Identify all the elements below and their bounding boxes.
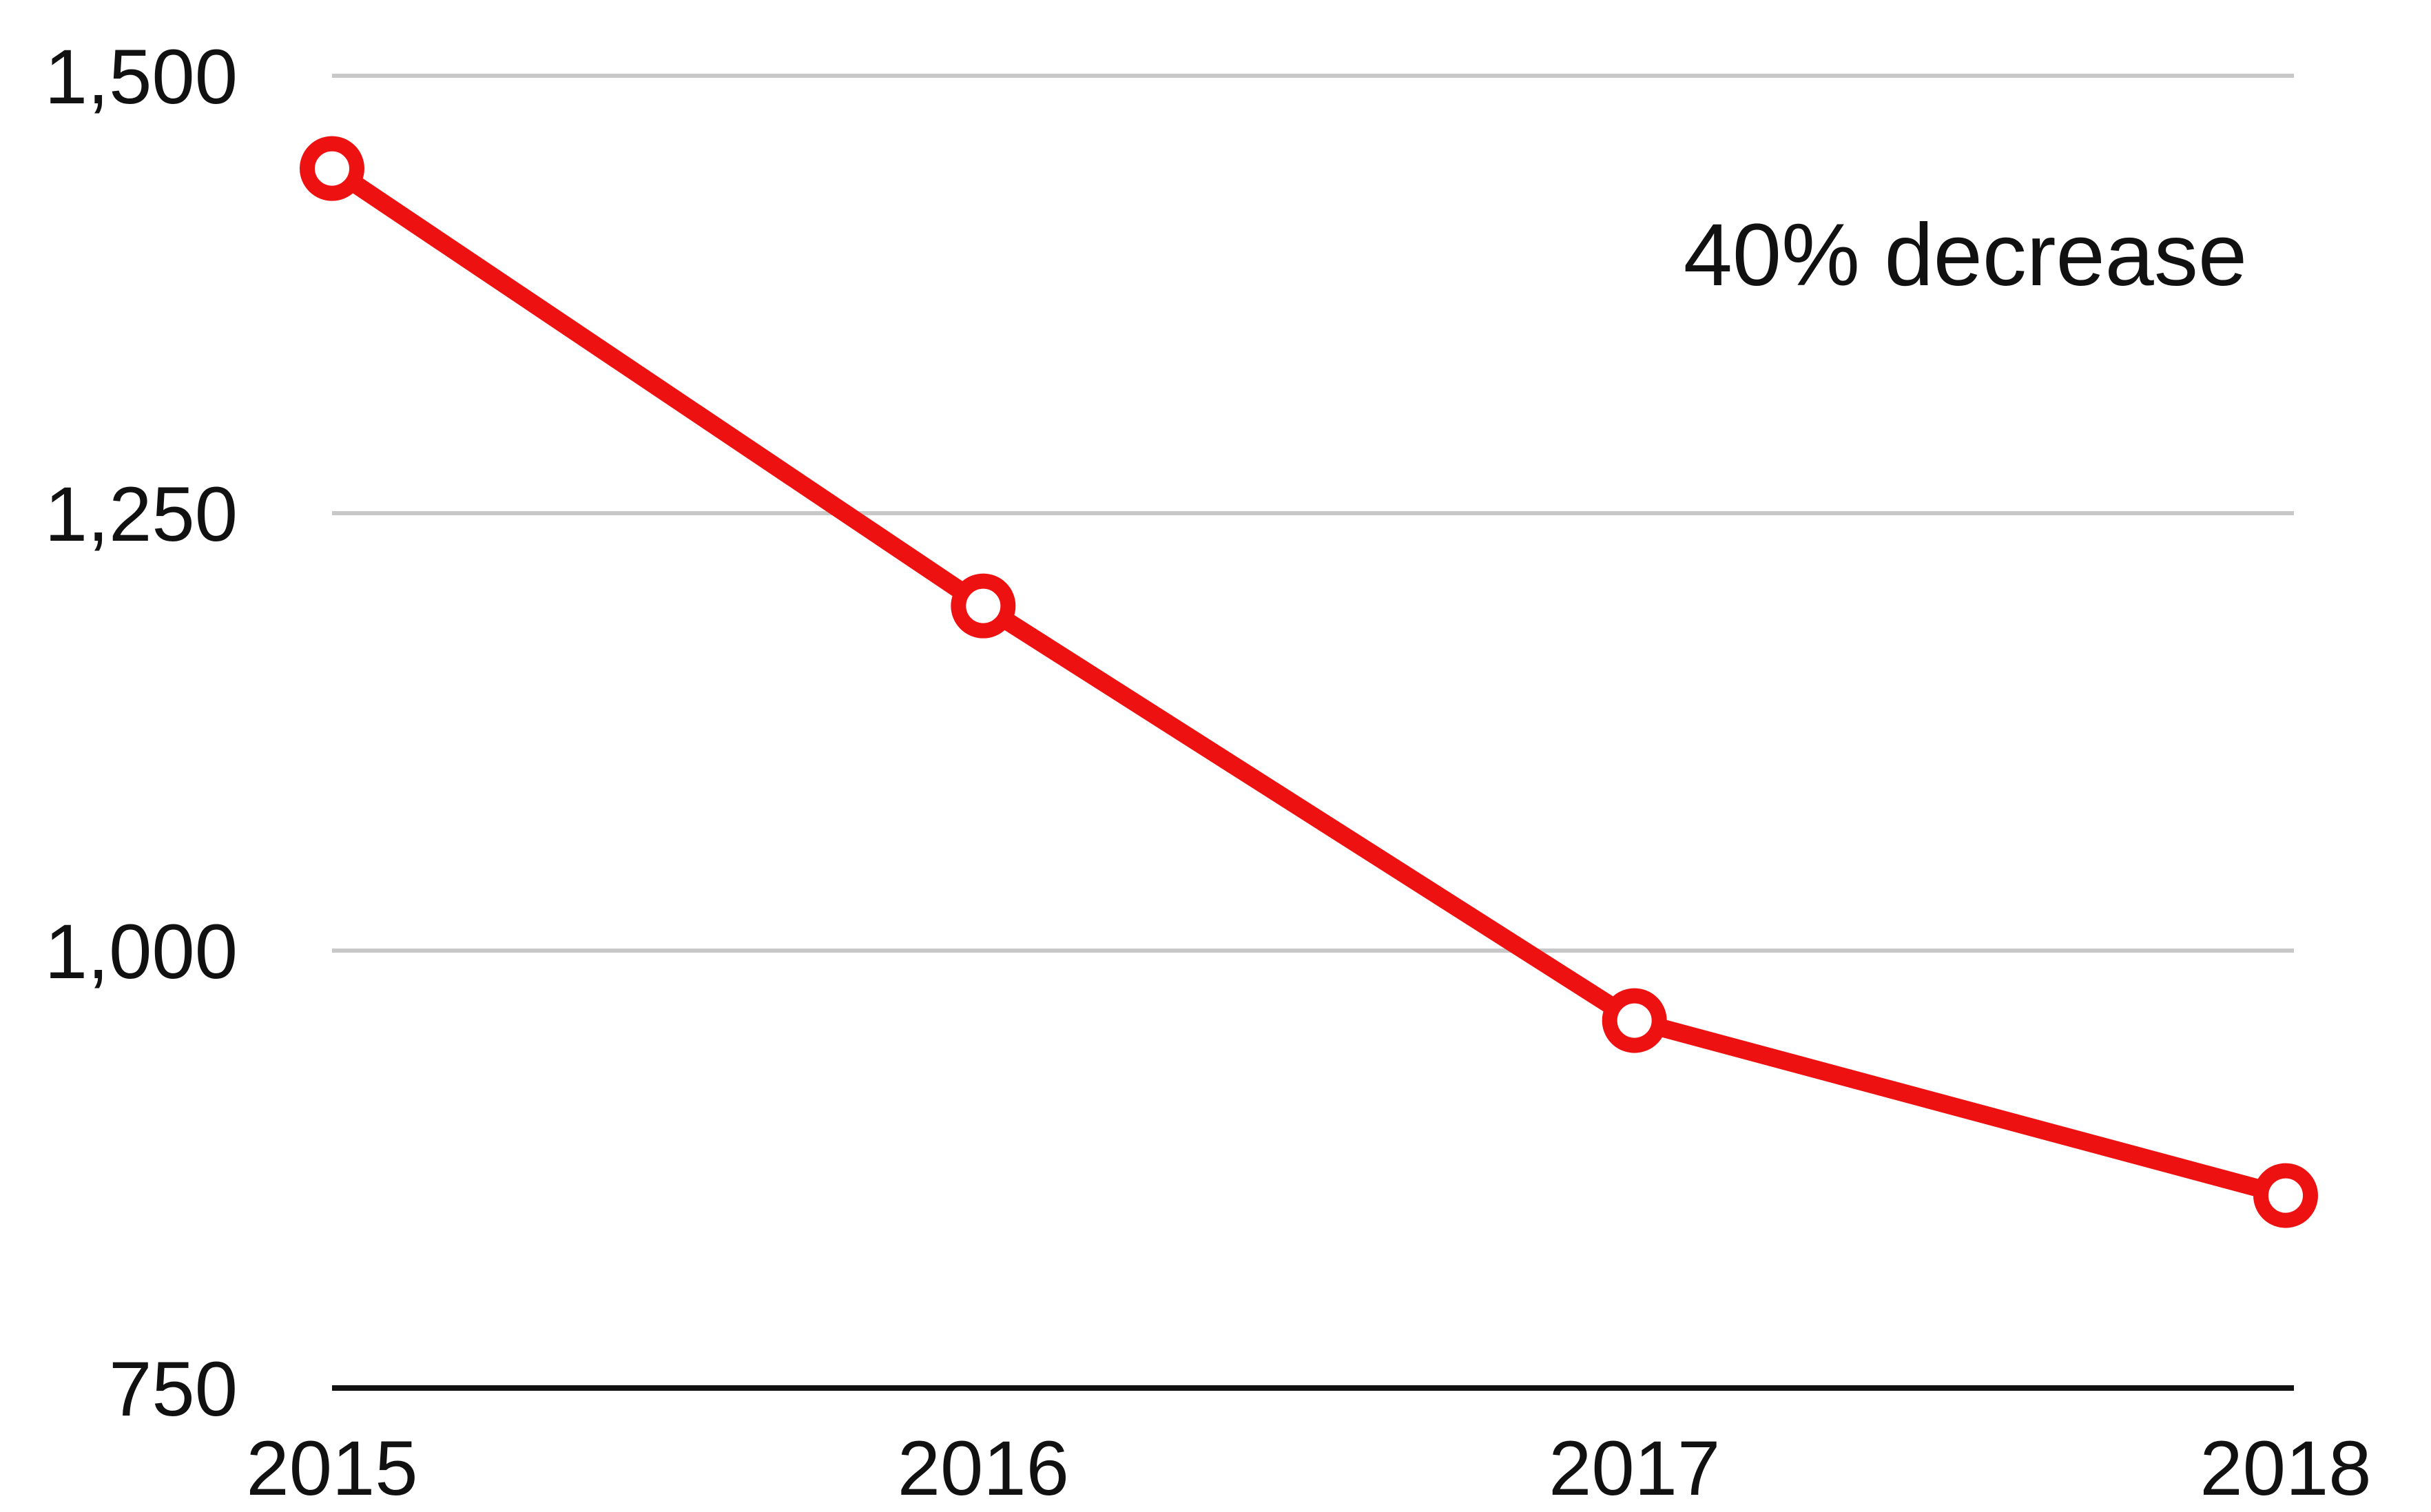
x-tick-label: 2016 xyxy=(898,1425,1069,1511)
data-point xyxy=(300,136,364,201)
chart-annotation: 40% decrease xyxy=(1684,206,2247,304)
x-tick-label: 2015 xyxy=(246,1425,417,1511)
series-line xyxy=(323,159,2295,1205)
series-group xyxy=(300,136,2318,1228)
y-tick-label: 1,250 xyxy=(45,471,238,557)
data-point xyxy=(1602,988,1667,1053)
x-tick-label: 2017 xyxy=(1549,1425,1720,1511)
y-tick-label: 750 xyxy=(109,1346,238,1432)
x-axis-ticks: 2015 2016 2017 2018 xyxy=(246,1425,2371,1511)
y-axis-ticks: 750 1,000 1,250 1,500 xyxy=(45,34,238,1432)
data-point xyxy=(2253,1163,2318,1228)
x-tick-label: 2018 xyxy=(2200,1425,2371,1511)
data-point xyxy=(951,573,1016,639)
y-tick-label: 1,500 xyxy=(45,34,238,120)
gridlines xyxy=(332,74,2294,1391)
y-tick-label: 1,000 xyxy=(45,909,238,995)
